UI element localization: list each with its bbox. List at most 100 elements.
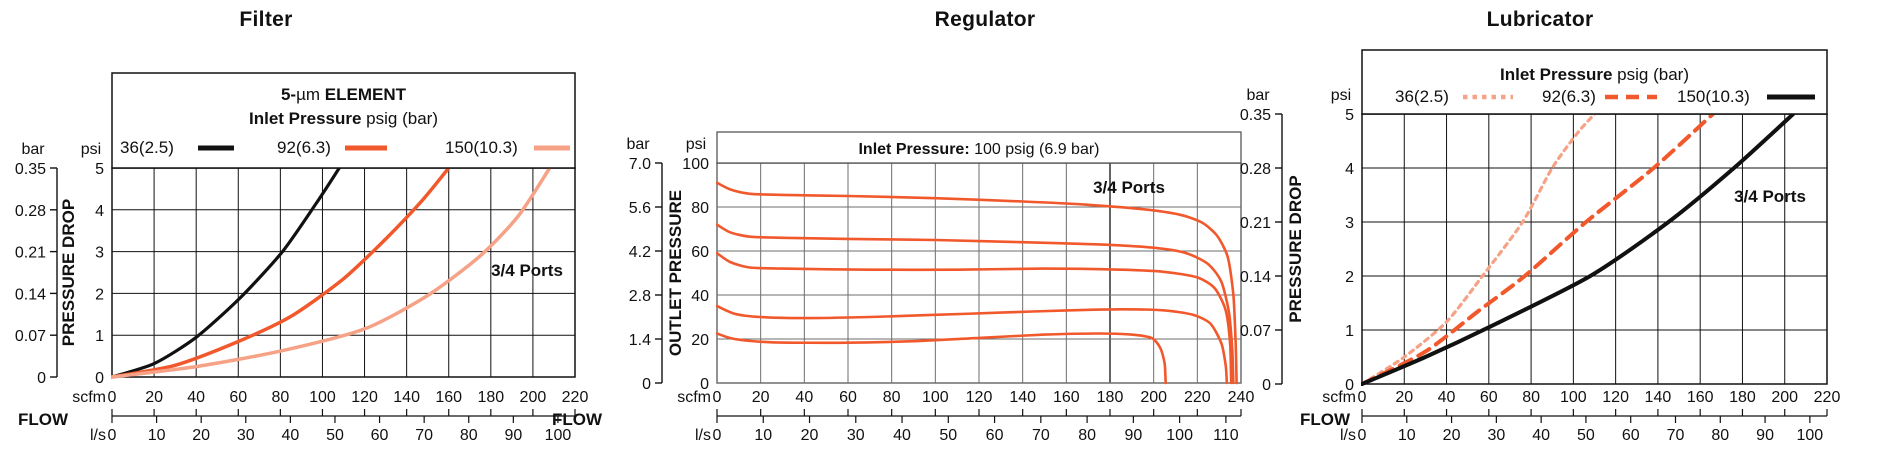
bar-tick-label: 1.4 xyxy=(629,332,651,349)
scfm-tick-label: 140 xyxy=(1009,389,1036,406)
psi-tick-label: 0 xyxy=(700,376,709,393)
legend-subheader: Inlet Pressure psig (bar) xyxy=(249,109,438,128)
series-group xyxy=(716,181,1238,385)
scfm-tick-label: 240 xyxy=(1228,389,1255,406)
ls-tick-label: 100 xyxy=(1797,427,1824,444)
scfm-tick-label: 0 xyxy=(1358,389,1367,406)
filter-chart-title: Filter xyxy=(239,8,293,31)
series-group xyxy=(1361,112,1796,386)
bar-tick-label: 0.21 xyxy=(15,245,46,262)
legend-entry-label: 150(10.3) xyxy=(1677,87,1750,106)
chart-regulator: Inlet Pressure: 100 psig (6.9 bar) 3/4 Po… xyxy=(552,131,1255,444)
psi-tick-label: 20 xyxy=(691,332,709,349)
scfm-tick-label: 120 xyxy=(351,389,378,406)
scfm-tick-label: 220 xyxy=(1184,389,1211,406)
ls-tick-label: 60 xyxy=(986,427,1004,444)
ls-tick-label: 70 xyxy=(1032,427,1050,444)
legend-entry-label: 36(2.5) xyxy=(1395,87,1449,106)
scfm-tick-label: 20 xyxy=(1395,389,1413,406)
ls-tick-label: 30 xyxy=(847,427,865,444)
scfm-tick-label: 20 xyxy=(145,389,163,406)
flow-ruler: 0 10 20 30 40 50 60 70 80 90 100 xyxy=(1358,409,1828,444)
scfm-tick-label: 120 xyxy=(966,389,993,406)
legend-entry-label: 92(6.3) xyxy=(277,138,331,157)
legend-box xyxy=(1361,49,1828,115)
chart-filter: 5-µm ELEMENT Inlet Pressure psig (bar) 36(… xyxy=(15,72,588,444)
bar-tick-label: 0.28 xyxy=(1240,161,1271,178)
ls-tick-label: 100 xyxy=(545,427,572,444)
psi-tick-label: 0 xyxy=(1345,377,1354,394)
bar-tick-label: 0.07 xyxy=(15,328,46,345)
flow-axis-label: FLOW xyxy=(18,410,69,429)
y-axis-label: PRESSURE DROP xyxy=(1286,175,1305,322)
grid xyxy=(1361,113,1828,385)
lubricator-chart-title: Lubricator xyxy=(1486,8,1594,31)
y-axis-label: OUTLET PRESSURE xyxy=(666,190,685,356)
ls-tick-label: 80 xyxy=(460,427,478,444)
scfm-tick-label: 180 xyxy=(1097,389,1124,406)
ls-tick-label: 40 xyxy=(281,427,299,444)
bar-tick-label: 0.14 xyxy=(1240,269,1271,286)
scfm-tick-label: 80 xyxy=(271,389,289,406)
ls-tick-label: 50 xyxy=(939,427,957,444)
bar-tick-label: 5.6 xyxy=(629,200,651,217)
bar-axis: 0.35 0.28 0.21 0.14 0.07 0 xyxy=(15,161,58,387)
bar-tick-label: 0.35 xyxy=(15,161,46,178)
psi-unit-label: psi xyxy=(81,141,101,158)
ls-tick-label: 90 xyxy=(1124,427,1142,444)
curve-curve-4 xyxy=(716,304,1229,385)
legend-header: 5-µm ELEMENT xyxy=(281,85,407,104)
inlet-banner-text: Inlet Pressure: 100 psig (6.9 bar) xyxy=(858,141,1099,158)
bar-tick-label: 0 xyxy=(642,376,651,393)
scfm-tick-label: 60 xyxy=(229,389,247,406)
scfm-unit-label: scfm xyxy=(677,389,711,406)
legend-entry-label: 92(6.3) xyxy=(1542,87,1596,106)
psi-tick-label: 40 xyxy=(691,288,709,305)
curve-curve-1 xyxy=(716,181,1238,385)
scfm-tick-label: 120 xyxy=(1602,389,1629,406)
curve-curve-5 xyxy=(716,332,1167,385)
ls-unit-label: l/s xyxy=(695,427,711,444)
psi-tick-label: 5 xyxy=(1345,107,1354,124)
y-axis-label: PRESSURE DROP xyxy=(59,199,78,346)
ls-tick-label: 50 xyxy=(1577,427,1595,444)
flow-axis-label: FLOW xyxy=(552,410,603,429)
ls-tick-label: 110 xyxy=(1213,427,1239,444)
ls-tick-label: 70 xyxy=(1667,427,1685,444)
psi-tick-label: 0 xyxy=(95,370,104,387)
ls-tick-label: 40 xyxy=(893,427,911,444)
bar-tick-label: 0.35 xyxy=(1240,107,1271,124)
bar-tick-label: 0.21 xyxy=(1240,215,1271,232)
ls-tick-label: 20 xyxy=(192,427,210,444)
ls-tick-label: 60 xyxy=(1622,427,1640,444)
ls-tick-label: 90 xyxy=(504,427,522,444)
ls-tick-label: 10 xyxy=(148,427,166,444)
ls-tick-label: 0 xyxy=(1358,427,1367,444)
legend-header: Inlet Pressure psig (bar) xyxy=(1500,65,1689,84)
psi-tick-label: 1 xyxy=(1345,323,1354,340)
series-group xyxy=(111,166,552,379)
ls-tick-label: 30 xyxy=(237,427,255,444)
scfm-tick-label: 140 xyxy=(393,389,420,406)
bar-tick-label: 4.2 xyxy=(629,244,651,261)
scfm-tick-label: 80 xyxy=(1522,389,1540,406)
inlet-banner-box xyxy=(716,131,1242,164)
bar-tick-label: 0 xyxy=(1262,377,1271,394)
scfm-tick-label: 160 xyxy=(1053,389,1080,406)
scfm-tick-label: 60 xyxy=(1480,389,1498,406)
legend-entry-label: 150(10.3) xyxy=(445,138,518,157)
ls-tick-label: 10 xyxy=(1398,427,1416,444)
psi-tick-label: 5 xyxy=(95,161,104,178)
scfm-tick-label: 80 xyxy=(883,389,901,406)
ls-tick-label: 80 xyxy=(1711,427,1729,444)
chart-lubricator: Inlet Pressure psig (bar) 36(2.5) 92(6.3) 1… xyxy=(1240,49,1840,444)
bar-axis: 7.0 5.6 4.2 2.8 1.4 0 xyxy=(629,156,663,393)
regulator-chart-title: Regulator xyxy=(934,8,1036,31)
scfm-tick-label: 200 xyxy=(1771,389,1798,406)
ls-tick-label: 50 xyxy=(326,427,344,444)
ls-tick-label: 80 xyxy=(1078,427,1096,444)
ls-tick-label: 10 xyxy=(754,427,772,444)
psi-tick-label: 1 xyxy=(95,328,104,345)
